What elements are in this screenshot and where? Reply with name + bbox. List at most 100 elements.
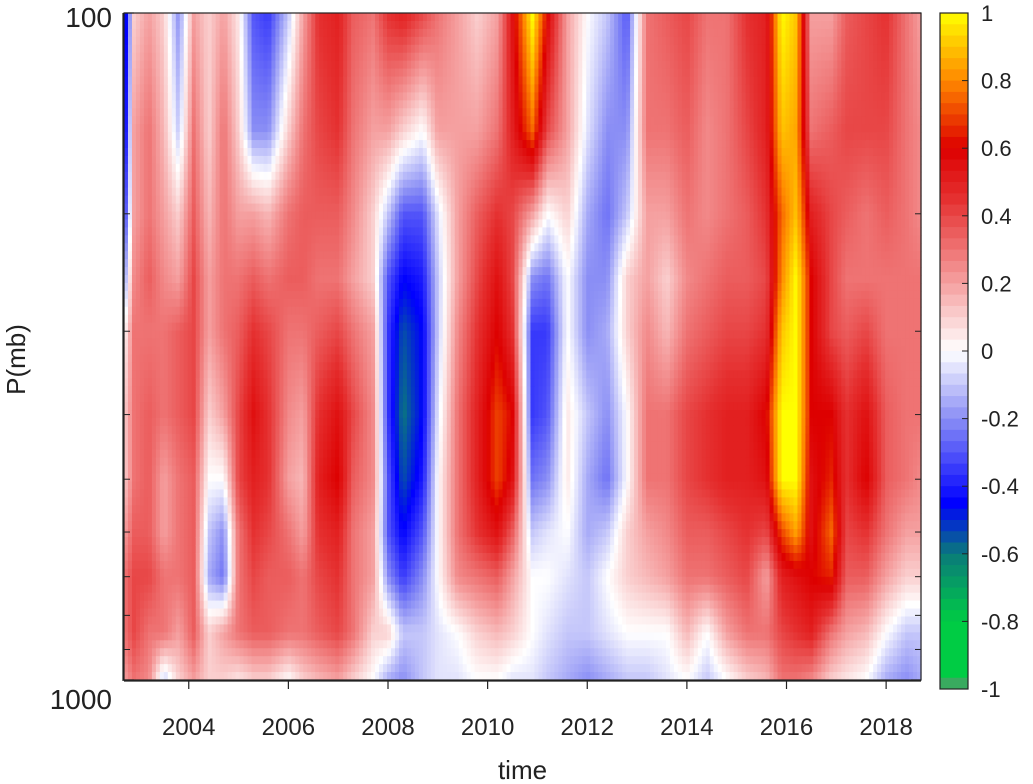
heatmap-cell <box>167 481 173 491</box>
heatmap-cell <box>171 227 177 236</box>
heatmap-cell <box>279 672 284 681</box>
heatmap-cell <box>143 568 149 578</box>
heatmap-cell <box>219 227 225 236</box>
heatmap-cell <box>199 529 205 538</box>
heatmap-cell <box>235 608 241 618</box>
heatmap-cell <box>275 195 281 205</box>
heatmap-cell <box>279 36 284 46</box>
heatmap-cell <box>183 219 189 228</box>
heatmap-cell <box>124 489 129 498</box>
heatmap-cell <box>235 465 241 475</box>
heatmap-cell <box>307 592 312 602</box>
heatmap-cell <box>319 521 324 530</box>
heatmap-cell <box>283 354 288 363</box>
heatmap-cell <box>211 362 217 371</box>
heatmap-cell <box>307 330 312 340</box>
heatmap-cell <box>299 672 304 681</box>
heatmap-cell <box>159 251 165 260</box>
heatmap-cell <box>143 386 149 395</box>
heatmap-cell <box>163 608 169 618</box>
heatmap-cell <box>211 497 217 506</box>
heatmap-cell <box>191 672 197 681</box>
heatmap-cell <box>283 457 288 467</box>
heatmap-cell <box>251 76 257 86</box>
heatmap-cell <box>299 410 304 419</box>
heatmap-cell <box>211 235 217 244</box>
heatmap-cell <box>135 656 141 665</box>
heatmap-cell <box>251 632 257 641</box>
heatmap-cell <box>195 378 201 387</box>
heatmap-cell <box>155 306 161 316</box>
heatmap-cell <box>267 243 273 252</box>
heatmap-cell <box>163 529 169 538</box>
heatmap-cell <box>299 529 304 538</box>
heatmap-cell <box>135 537 141 546</box>
heatmap-cell <box>223 171 229 181</box>
heatmap-cell <box>339 187 344 197</box>
heatmap-cell <box>235 13 241 22</box>
heatmap-cell <box>131 632 137 641</box>
heatmap-cell <box>315 417 320 427</box>
heatmap-cell <box>147 354 153 363</box>
heatmap-cell <box>219 600 225 610</box>
heatmap-cell <box>199 552 205 562</box>
heatmap-cell <box>211 314 217 324</box>
heatmap-cell <box>155 76 161 86</box>
heatmap-cell <box>327 124 332 133</box>
heatmap-cell <box>223 267 229 276</box>
heatmap-cell <box>355 568 360 578</box>
heatmap-cell <box>275 568 281 578</box>
heatmap-cell <box>247 370 253 379</box>
heatmap-cell <box>139 163 145 173</box>
heatmap-cell <box>259 576 265 586</box>
heatmap-cell <box>219 362 225 371</box>
heatmap-cell <box>343 60 348 70</box>
heatmap-cell <box>203 584 209 594</box>
heatmap-cell <box>147 457 153 467</box>
heatmap-cell <box>295 163 300 173</box>
heatmap-cell <box>343 584 348 594</box>
heatmap-cell <box>243 560 249 570</box>
heatmap-cell <box>167 116 173 125</box>
heatmap-cell <box>179 584 185 594</box>
heatmap-cell <box>235 481 241 491</box>
heatmap-cell <box>211 457 217 467</box>
heatmap-cell <box>291 108 296 117</box>
heatmap-cell <box>271 187 277 197</box>
heatmap-cell <box>215 672 221 681</box>
heatmap-cell <box>199 346 205 356</box>
heatmap-cell <box>291 116 296 125</box>
heatmap-cell <box>255 489 261 498</box>
heatmap-cell <box>243 457 249 467</box>
heatmap-cell <box>219 576 225 586</box>
heatmap-cell <box>239 489 245 498</box>
heatmap-cell <box>263 521 269 530</box>
heatmap-cell <box>183 36 189 46</box>
heatmap-cell <box>263 179 269 189</box>
heatmap-cell <box>355 410 360 419</box>
heatmap-cell <box>199 449 205 459</box>
heatmap-cell <box>267 322 273 332</box>
heatmap-cell <box>359 28 364 38</box>
heatmap-cell <box>239 497 245 506</box>
heatmap-cell <box>327 28 332 38</box>
heatmap-cell <box>351 219 356 228</box>
heatmap-cell <box>155 338 161 348</box>
heatmap-cell <box>163 386 169 395</box>
heatmap-cell <box>159 282 165 292</box>
heatmap-cell <box>251 44 257 54</box>
heatmap-cell <box>251 624 257 633</box>
heatmap-cell <box>147 100 153 109</box>
heatmap-cell <box>124 465 129 475</box>
heatmap-cell <box>283 203 288 213</box>
heatmap-cell <box>179 537 185 546</box>
heatmap-cell <box>323 84 328 93</box>
heatmap-cell <box>227 592 233 602</box>
heatmap-cell <box>331 219 336 228</box>
heatmap-cell <box>131 298 137 308</box>
heatmap-cell <box>287 600 292 610</box>
heatmap-cell <box>351 330 356 340</box>
heatmap-cell <box>307 346 312 356</box>
heatmap-cell <box>191 282 197 292</box>
heatmap-cell <box>279 330 284 340</box>
